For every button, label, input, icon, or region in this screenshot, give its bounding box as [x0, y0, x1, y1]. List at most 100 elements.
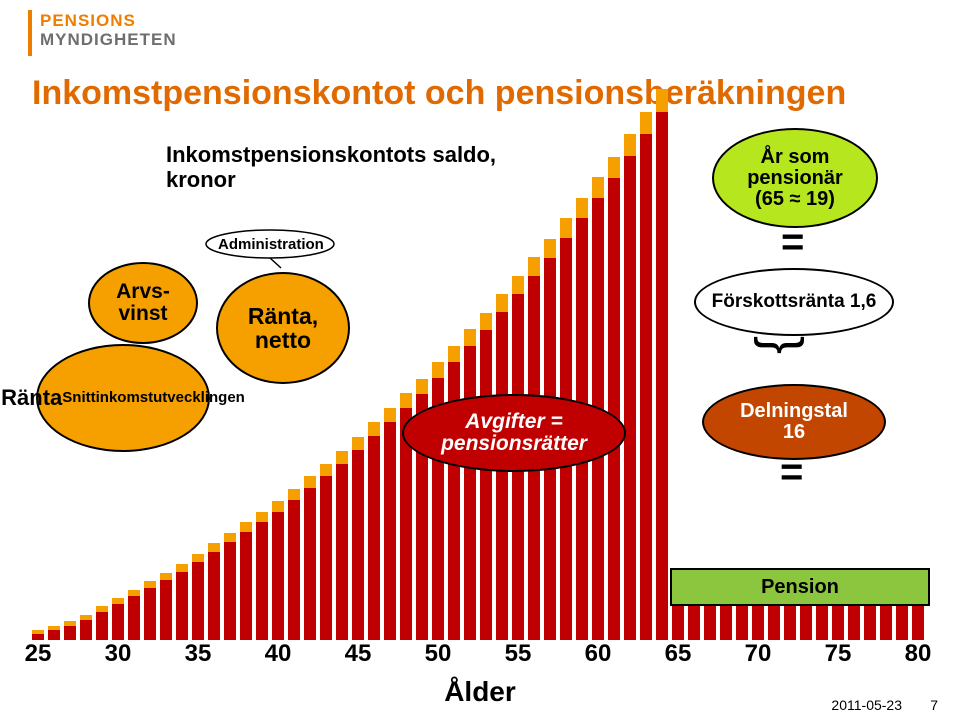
- pension-bar: [896, 604, 908, 640]
- axis-title: Ålder: [0, 676, 960, 708]
- bar-avgifter: [160, 580, 172, 640]
- bar-ranta: [448, 346, 460, 362]
- bar: [240, 522, 252, 640]
- bar-ranta: [400, 393, 412, 408]
- bar: [384, 408, 396, 640]
- footer-page: 7: [930, 697, 938, 713]
- bar-avgifter: [144, 588, 156, 640]
- bar: [80, 615, 92, 640]
- bar-avgifter: [240, 532, 252, 640]
- footer-date: 2011-05-23: [831, 697, 902, 713]
- bar-avgifter: [64, 626, 76, 640]
- pension-bar: [720, 604, 732, 640]
- bar-avgifter: [496, 312, 508, 640]
- bar: [448, 346, 460, 640]
- bar-avgifter: [608, 178, 620, 640]
- bar-avgifter: [48, 630, 60, 640]
- pension-bar: [704, 604, 716, 640]
- bar-ranta: [208, 543, 220, 552]
- arsom-bubble: År sompensionär(65 ≈ 19): [712, 128, 878, 228]
- axis-tick: 50: [425, 640, 452, 668]
- equals-bottom: =: [780, 450, 803, 495]
- axis-labels: 253035404550556065707580: [32, 640, 928, 670]
- bar: [208, 543, 220, 640]
- bar-avgifter: [656, 112, 668, 640]
- bar-avgifter: [368, 436, 380, 640]
- pension-bar: [816, 604, 828, 640]
- bar: [96, 606, 108, 640]
- ranta-netto-bubble: Ränta,netto: [216, 272, 350, 384]
- axis-tick: 70: [745, 640, 772, 668]
- arvsvinst-bubble: Arvs-vinst: [88, 262, 198, 344]
- bar: [64, 621, 76, 640]
- bar-avgifter: [208, 552, 220, 640]
- axis-tick: 75: [825, 640, 852, 668]
- bar-avgifter: [224, 542, 236, 640]
- logo-line2: MYNDIGHETEN: [40, 30, 177, 49]
- bar: [608, 157, 620, 640]
- pension-bar: [832, 604, 844, 640]
- bar: [192, 554, 204, 640]
- bar-ranta: [352, 437, 364, 450]
- bar-ranta: [112, 598, 124, 604]
- bar-avgifter: [384, 422, 396, 640]
- bar: [32, 630, 44, 640]
- bar-ranta: [32, 630, 44, 634]
- bar-avgifter: [96, 612, 108, 640]
- bar-avgifter: [256, 522, 268, 640]
- logo-accent-bar: [28, 10, 32, 56]
- bar-ranta: [480, 313, 492, 330]
- bar-ranta: [192, 554, 204, 562]
- axis-tick: 55: [505, 640, 532, 668]
- bar-ranta: [560, 218, 572, 238]
- equals-top: =: [781, 220, 804, 265]
- admin-label: Administration: [218, 236, 324, 253]
- bar-ranta: [128, 590, 140, 596]
- bar-ranta: [176, 564, 188, 572]
- bar: [464, 329, 476, 640]
- bar-ranta: [544, 239, 556, 258]
- bar-ranta: [80, 615, 92, 620]
- bar-avgifter: [272, 512, 284, 640]
- pension-bar: [912, 604, 924, 640]
- bar-ranta: [512, 276, 524, 294]
- pension-box: Pension: [670, 568, 930, 606]
- bar: [288, 489, 300, 640]
- bar-avgifter: [624, 156, 636, 640]
- pension-bar: [880, 604, 892, 640]
- bar-avgifter: [336, 464, 348, 640]
- subtitle-line2: kronor: [166, 167, 236, 192]
- pension-bar: [688, 604, 700, 640]
- bar-ranta: [416, 379, 428, 394]
- bar-avgifter: [464, 346, 476, 640]
- bar: [352, 437, 364, 640]
- bar-ranta: [336, 451, 348, 464]
- pension-bar: [752, 604, 764, 640]
- axis-tick: 25: [25, 640, 52, 668]
- axis-tick: 35: [185, 640, 212, 668]
- bar-ranta: [656, 89, 668, 112]
- pension-bar: [768, 604, 780, 640]
- bar: [224, 533, 236, 640]
- pension-bar: [800, 604, 812, 640]
- brace-icon: }: [752, 336, 814, 354]
- bar: [128, 590, 140, 640]
- bar-ranta: [144, 581, 156, 588]
- bar-avgifter: [304, 488, 316, 640]
- bar: [256, 512, 268, 640]
- bar: [144, 581, 156, 640]
- bar: [320, 464, 332, 640]
- bar: [640, 112, 652, 640]
- bar-ranta: [624, 134, 636, 156]
- bar-ranta: [160, 573, 172, 580]
- bar-ranta: [288, 489, 300, 500]
- axis-tick: 40: [265, 640, 292, 668]
- bar: [112, 598, 124, 640]
- axis-tick: 80: [905, 640, 932, 668]
- axis-tick: 45: [345, 640, 372, 668]
- pension-bar: [864, 604, 876, 640]
- bar-avgifter: [640, 134, 652, 640]
- bar: [160, 573, 172, 640]
- pension-bar: [848, 604, 860, 640]
- bar: [480, 313, 492, 640]
